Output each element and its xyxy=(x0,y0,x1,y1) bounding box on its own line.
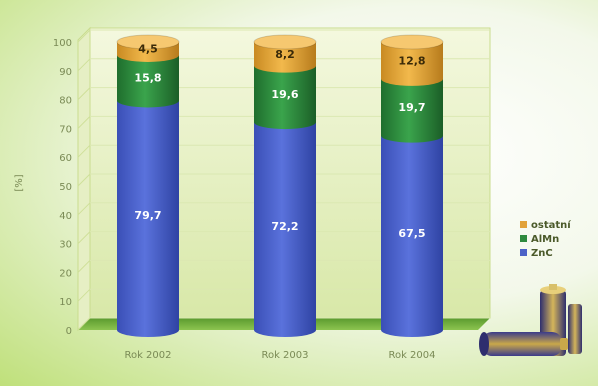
battery-lying xyxy=(479,332,568,356)
bar-segment-ostatn-: 12,8 xyxy=(380,34,444,86)
y-tick-label: 60 xyxy=(59,153,72,164)
legend: ostatní AlMn ZnC xyxy=(520,219,571,259)
y-tick-label: 90 xyxy=(59,67,72,78)
legend-swatch xyxy=(520,249,527,256)
legend-item: AlMn xyxy=(520,234,559,245)
bar-segment-almn: 19,6 xyxy=(254,65,316,130)
legend-item: ZnC xyxy=(520,248,553,259)
y-tick-label: 0 xyxy=(66,326,72,337)
grid-line-side xyxy=(77,58,91,72)
grid-line-side xyxy=(77,173,91,187)
y-tick-label: 50 xyxy=(59,182,72,193)
y-axis-label: [%] xyxy=(14,174,25,191)
bar-segment-znc: 79,7 xyxy=(117,100,179,337)
legend-label: ZnC xyxy=(531,248,553,259)
data-label: 8,2 xyxy=(275,48,295,61)
grid-line-side xyxy=(77,202,91,216)
legend-label: ostatní xyxy=(531,219,571,231)
bar-segment-almn: 15,8 xyxy=(117,54,179,108)
bars: 79,7 15,8 4,5 72,2 19,6 8,2 67,5 19,7 12,8 xyxy=(116,34,444,338)
legend-swatch xyxy=(520,221,527,228)
data-label: 79,7 xyxy=(134,209,161,222)
data-label: 67,5 xyxy=(398,227,425,240)
bar-stack: 79,7 15,8 4,5 xyxy=(116,34,180,337)
bar-stack: 67,5 19,7 12,8 xyxy=(380,34,444,337)
category-labels: Rok 2002 Rok 2003 Rok 2004 xyxy=(124,350,435,361)
bar-segment-znc: 67,5 xyxy=(381,135,443,337)
x-category-label: Rok 2003 xyxy=(261,350,308,361)
y-tick-label: 100 xyxy=(53,38,72,49)
grid-line-side xyxy=(77,260,91,273)
grid-line-side xyxy=(77,29,91,43)
grid-line-side xyxy=(77,87,91,100)
grid-line-side xyxy=(77,144,91,158)
y-axis-ticks: 0 10 20 30 40 50 60 70 80 90 100 xyxy=(53,38,72,337)
grid-line-side xyxy=(77,317,91,331)
grid-line-side xyxy=(77,288,91,302)
battery-illustration xyxy=(479,284,582,356)
y-tick-label: 10 xyxy=(59,297,72,308)
y-tick-label: 20 xyxy=(59,268,72,279)
data-label: 12,8 xyxy=(398,54,425,67)
data-label: 15,8 xyxy=(134,72,161,85)
y-tick-label: 30 xyxy=(59,240,72,251)
legend-item: ostatní xyxy=(520,219,571,231)
data-label: 72,2 xyxy=(271,220,298,233)
y-tick-label: 70 xyxy=(59,124,72,135)
y-tick-label: 80 xyxy=(59,96,72,107)
y-tick-label: 40 xyxy=(59,211,72,222)
data-label: 19,7 xyxy=(398,101,425,114)
legend-swatch xyxy=(520,235,527,242)
bar-stack: 72,2 19,6 8,2 xyxy=(253,34,317,338)
grid-line-side xyxy=(77,116,91,129)
chart-side-wall xyxy=(77,26,91,332)
legend-label: AlMn xyxy=(531,234,559,245)
data-label: 4,5 xyxy=(138,42,158,55)
bar-segment-znc: 72,2 xyxy=(254,122,316,338)
bar-segment-almn: 19,7 xyxy=(381,78,443,143)
x-category-label: Rok 2002 xyxy=(124,350,171,361)
grid-line-side xyxy=(77,231,91,244)
x-category-label: Rok 2004 xyxy=(388,350,435,361)
bar-segment-ostatn-: 8,2 xyxy=(253,34,317,73)
bar-segment-ostatn-: 4,5 xyxy=(116,34,180,62)
data-label: 19,6 xyxy=(271,88,298,101)
battery-small xyxy=(568,304,582,354)
